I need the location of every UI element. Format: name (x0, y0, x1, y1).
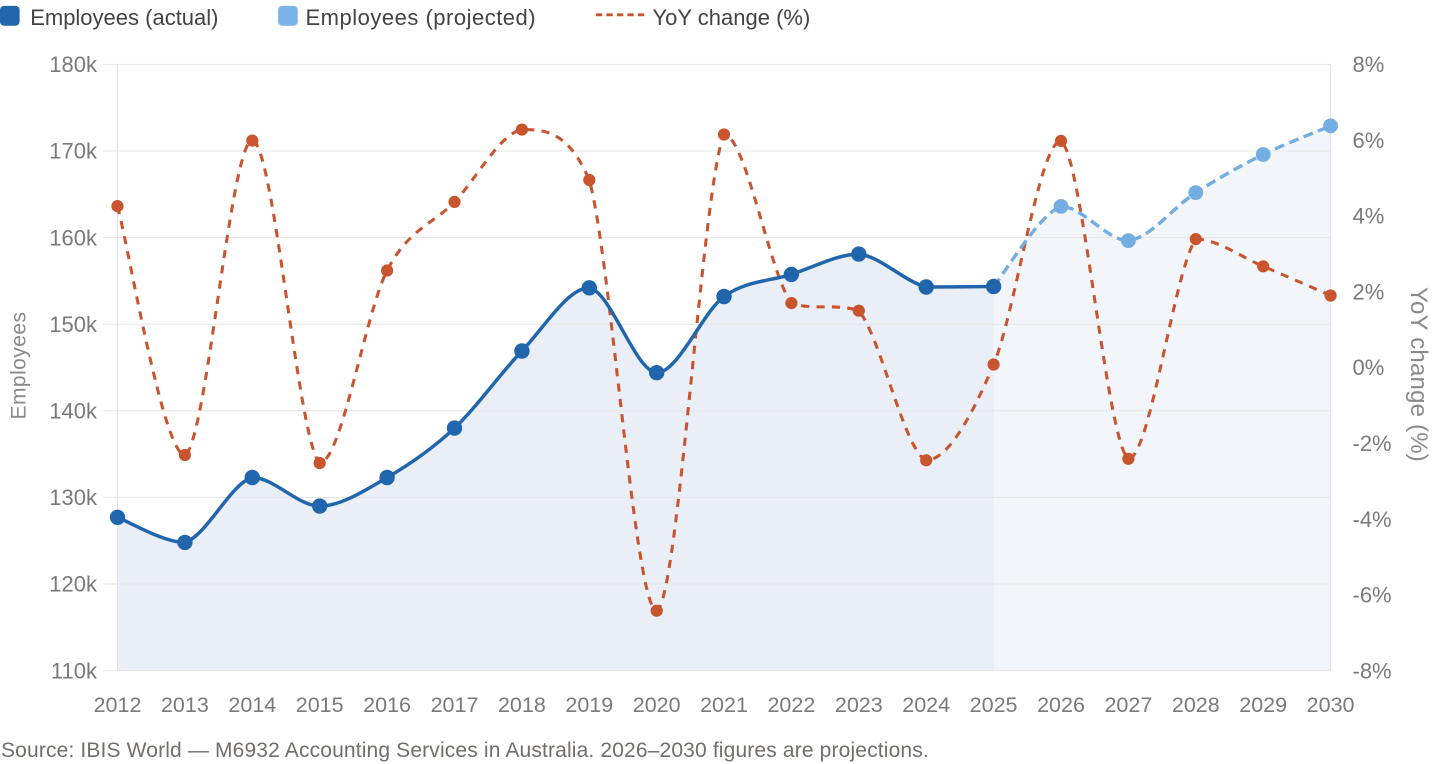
svg-text:110k: 110k (51, 658, 98, 683)
svg-text:8%: 8% (1353, 52, 1385, 77)
svg-text:2028: 2028 (1172, 693, 1220, 717)
svg-text:2018: 2018 (498, 693, 546, 717)
svg-text:2029: 2029 (1239, 693, 1287, 717)
svg-text:2022: 2022 (767, 693, 815, 717)
svg-text:150k: 150k (49, 312, 98, 337)
svg-text:2023: 2023 (835, 693, 883, 717)
svg-text:2025: 2025 (970, 693, 1018, 717)
svg-text:YoY change (%): YoY change (%) (653, 5, 811, 30)
svg-text:2015: 2015 (296, 693, 344, 717)
svg-text:130k: 130k (49, 485, 98, 510)
svg-text:2021: 2021 (700, 693, 748, 717)
svg-text:-8%: -8% (1353, 658, 1392, 683)
svg-text:2024: 2024 (902, 693, 950, 717)
svg-text:-4%: -4% (1353, 507, 1392, 532)
svg-text:YoY change (%): YoY change (%) (1405, 287, 1432, 462)
svg-text:2026: 2026 (1037, 693, 1085, 717)
svg-text:2014: 2014 (228, 693, 276, 717)
svg-text:180k: 180k (49, 52, 98, 77)
svg-text:6%: 6% (1353, 128, 1385, 153)
svg-text:2012: 2012 (94, 693, 142, 717)
svg-text:160k: 160k (49, 225, 98, 250)
svg-text:Employees (actual): Employees (actual) (30, 5, 218, 30)
svg-text:-2%: -2% (1353, 431, 1392, 456)
svg-text:2027: 2027 (1104, 693, 1152, 717)
svg-text:4%: 4% (1353, 204, 1385, 229)
svg-text:Source: IBIS World — M6932 Acc: Source: IBIS World — M6932 Accounting Se… (1, 739, 929, 762)
svg-text:Employees: Employees (8, 312, 31, 420)
svg-text:170k: 170k (49, 139, 98, 164)
svg-text:2016: 2016 (363, 693, 411, 717)
svg-text:2%: 2% (1353, 279, 1385, 304)
svg-text:2019: 2019 (565, 693, 613, 717)
svg-text:2017: 2017 (431, 693, 479, 717)
svg-text:2030: 2030 (1307, 693, 1355, 717)
svg-text:2013: 2013 (161, 693, 209, 717)
svg-text:Employees (projected): Employees (projected) (306, 5, 537, 30)
svg-text:2020: 2020 (633, 693, 681, 717)
svg-text:120k: 120k (49, 572, 98, 597)
svg-text:140k: 140k (49, 399, 98, 424)
svg-text:0%: 0% (1353, 355, 1385, 380)
svg-text:-6%: -6% (1353, 583, 1392, 608)
